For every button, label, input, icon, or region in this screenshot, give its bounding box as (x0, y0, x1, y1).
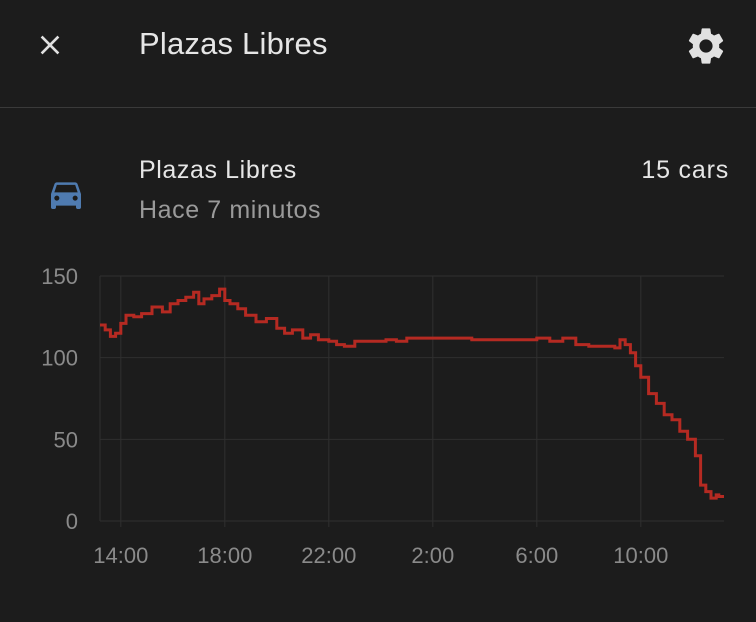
y-tick-label: 150 (41, 264, 78, 289)
data-point (509, 338, 513, 342)
data-point (197, 302, 201, 306)
data-point (119, 321, 123, 325)
data-point (600, 344, 604, 348)
series-line-0[interactable] (100, 287, 724, 500)
data-point (301, 336, 305, 340)
data-point (168, 302, 172, 306)
data-point (374, 339, 378, 343)
data-point (405, 336, 409, 340)
data-point (132, 315, 136, 319)
data-point (160, 310, 164, 314)
data-point (704, 490, 708, 494)
x-tick-label: 18:00 (197, 543, 252, 568)
y-tick-label: 100 (41, 346, 78, 371)
data-point (647, 392, 651, 396)
history-chart[interactable]: 0 50 100 150 14:00 18:00 22:00 2:00 6:00 10:00 (0, 256, 756, 596)
x-tick-label: 6:00 (515, 543, 558, 568)
data-point (678, 429, 682, 433)
dialog-header: Plazas Libres (0, 0, 756, 108)
dialog-title: Plazas Libres (139, 26, 328, 61)
entity-row[interactable]: Plazas Libres Hace 7 minutos 15 cars (0, 140, 756, 240)
data-point (654, 401, 658, 405)
data-point (335, 343, 339, 347)
data-point (176, 299, 180, 303)
x-tick-label: 14:00 (93, 543, 148, 568)
data-point (98, 323, 102, 327)
y-axis: 0 50 100 150 (41, 264, 78, 534)
data-point (628, 351, 632, 355)
data-point (618, 338, 622, 342)
close-button[interactable] (26, 21, 74, 69)
data-point (244, 313, 248, 317)
data-point (283, 331, 287, 335)
data-point (709, 496, 713, 500)
series-layer (98, 287, 726, 500)
car-icon (51, 182, 81, 209)
data-point (228, 302, 232, 306)
entity-name: Plazas Libres (139, 156, 297, 184)
data-point (384, 338, 388, 342)
data-point (223, 299, 227, 303)
data-point (290, 328, 294, 332)
data-point (192, 290, 196, 294)
data-point (693, 454, 697, 458)
data-point (103, 328, 107, 332)
data-point (587, 344, 591, 348)
data-point (670, 418, 674, 422)
settings-button[interactable] (680, 20, 732, 72)
entity-last-changed: Hace 7 minutos (139, 196, 322, 224)
y-tick-label: 0 (66, 509, 78, 534)
data-point (316, 338, 320, 342)
data-point (218, 287, 222, 291)
data-point (202, 297, 206, 301)
data-point (561, 336, 565, 340)
data-point (639, 375, 643, 379)
data-point (363, 339, 367, 343)
data-point (613, 346, 617, 350)
data-point (394, 339, 398, 343)
data-point (114, 331, 118, 335)
data-point (662, 413, 666, 417)
data-point (140, 312, 144, 316)
data-point (254, 320, 258, 324)
data-point (535, 336, 539, 340)
entity-state: 15 cars (641, 156, 729, 184)
data-point (722, 495, 726, 499)
data-point (686, 437, 690, 441)
data-point (236, 307, 240, 311)
data-point (457, 336, 461, 340)
data-point (264, 316, 268, 320)
y-tick-label: 50 (54, 427, 78, 452)
data-point (418, 336, 422, 340)
data-point (496, 338, 500, 342)
data-point (483, 338, 487, 342)
data-point (623, 343, 627, 347)
data-point (431, 336, 435, 340)
data-point (522, 338, 526, 342)
data-point (150, 305, 154, 309)
data-point (444, 336, 448, 340)
chart-grid (99, 275, 724, 527)
data-point (309, 333, 313, 337)
data-point (342, 344, 346, 348)
data-point (717, 495, 721, 499)
data-point (353, 339, 357, 343)
data-point (470, 338, 474, 342)
x-tick-label: 2:00 (411, 543, 454, 568)
data-point (210, 294, 214, 298)
close-icon (40, 35, 60, 55)
x-tick-label: 22:00 (301, 543, 356, 568)
data-point (574, 343, 578, 347)
data-point (327, 339, 331, 343)
data-point (548, 339, 552, 343)
data-point (634, 364, 638, 368)
x-tick-label: 10:00 (613, 543, 668, 568)
data-point (699, 483, 703, 487)
data-point (108, 334, 112, 338)
data-point (184, 295, 188, 299)
x-axis: 14:00 18:00 22:00 2:00 6:00 10:00 (93, 543, 668, 568)
data-point (275, 326, 279, 330)
gear-icon (688, 28, 724, 64)
data-point (124, 313, 128, 317)
